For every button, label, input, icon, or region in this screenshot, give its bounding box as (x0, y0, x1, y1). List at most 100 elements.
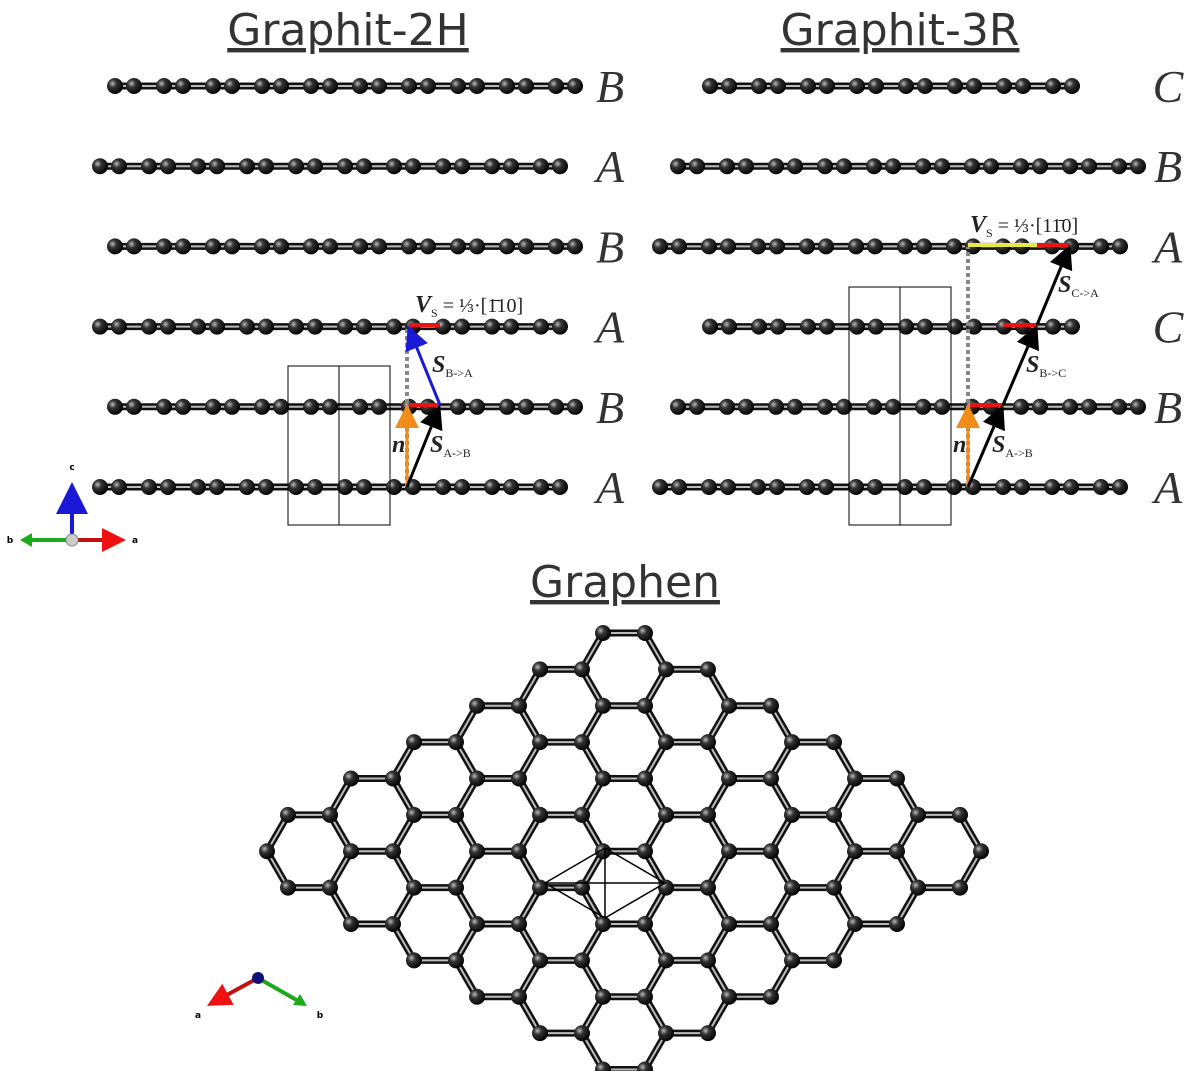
atom (637, 989, 653, 1005)
atom (826, 807, 842, 823)
atom (371, 78, 387, 94)
axis-arrow (258, 978, 300, 1002)
axis-origin (252, 972, 264, 984)
atom (670, 399, 686, 415)
label-main: S (432, 352, 445, 378)
atom (435, 158, 451, 174)
axis-label: a (195, 1011, 201, 1021)
atom (239, 479, 255, 495)
atom (175, 399, 191, 415)
atom (401, 78, 417, 94)
panel-title: Graphen (530, 557, 720, 608)
atom (700, 952, 716, 968)
layer-label: A (593, 141, 625, 192)
atom (511, 698, 527, 714)
atom (126, 399, 142, 415)
atom (469, 770, 485, 786)
atom (1064, 319, 1080, 335)
atom (435, 479, 451, 495)
atom (934, 399, 950, 415)
shift-label: VS = ⅓·[11̄0] (970, 212, 1078, 240)
atom (721, 843, 737, 859)
atom (533, 158, 549, 174)
atom (721, 770, 737, 786)
panel-title: Graphit-3R (781, 5, 1020, 56)
atom (532, 952, 548, 968)
layer-label: A (593, 462, 625, 513)
atom (574, 807, 590, 823)
atom (836, 399, 852, 415)
atom (995, 479, 1011, 495)
axis-arrow (214, 978, 258, 1002)
atom (484, 158, 500, 174)
atom (847, 843, 863, 859)
atom (952, 880, 968, 896)
atom (934, 158, 950, 174)
layer-label: B (596, 382, 624, 433)
atom (1032, 158, 1048, 174)
atom (371, 399, 387, 415)
atom (800, 319, 816, 335)
atom (1062, 399, 1078, 415)
atom (817, 158, 833, 174)
atom (996, 78, 1012, 94)
atom (567, 78, 583, 94)
atom (107, 78, 123, 94)
atom (548, 238, 564, 254)
atom (866, 158, 882, 174)
atom (973, 843, 989, 859)
atom (700, 1025, 716, 1041)
atom (885, 158, 901, 174)
atom (768, 158, 784, 174)
atom (499, 238, 515, 254)
atom (356, 479, 372, 495)
atom (254, 78, 270, 94)
atom (343, 916, 359, 932)
label-main: S (992, 432, 1005, 458)
atom (205, 399, 221, 415)
atom (595, 625, 611, 641)
atom (700, 880, 716, 896)
atom (889, 843, 905, 859)
atom (658, 1025, 674, 1041)
atom (784, 952, 800, 968)
atom (156, 238, 172, 254)
atom (518, 399, 534, 415)
atom (1013, 158, 1029, 174)
atom (836, 158, 852, 174)
atom (658, 952, 674, 968)
atom (738, 158, 754, 174)
atom (273, 78, 289, 94)
atom (885, 399, 901, 415)
atom (141, 158, 157, 174)
atom (254, 238, 270, 254)
atom (511, 989, 527, 1005)
atom (385, 843, 401, 859)
axis-arrowhead (20, 533, 32, 547)
atom (738, 399, 754, 415)
atom (868, 78, 884, 94)
atom (800, 78, 816, 94)
atom (454, 319, 470, 335)
atom (867, 238, 883, 254)
atom (532, 1025, 548, 1041)
atom (574, 661, 590, 677)
label-rest: = ⅓·[11̄0] (993, 215, 1079, 237)
atom (239, 319, 255, 335)
atom (111, 158, 127, 174)
atom (450, 78, 466, 94)
atom (770, 78, 786, 94)
atom (768, 399, 784, 415)
atom (343, 770, 359, 786)
atom (322, 399, 338, 415)
label-sub: S (986, 226, 993, 240)
atom (574, 952, 590, 968)
atom (1062, 158, 1078, 174)
atom (126, 238, 142, 254)
atom (92, 319, 108, 335)
atom (1081, 399, 1097, 415)
atom (499, 78, 515, 94)
layer-label: C (1153, 302, 1185, 353)
atom (386, 319, 402, 335)
vector-label: SA->B (430, 432, 471, 460)
